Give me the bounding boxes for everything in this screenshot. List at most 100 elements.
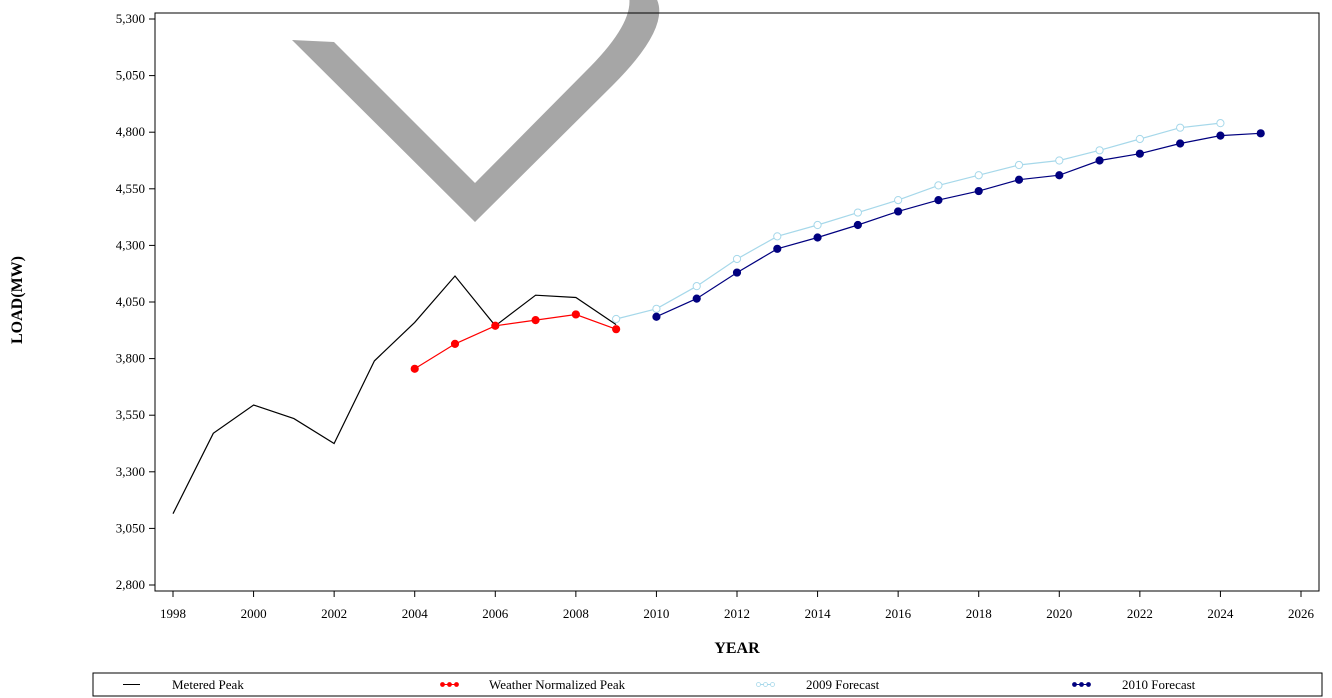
legend-item-2010-forecast: 2010 Forecast <box>1072 677 1196 692</box>
y-tick-label: 4,800 <box>116 124 145 139</box>
data-point-2010-forecast <box>1176 139 1185 148</box>
data-point-2010-forecast <box>652 312 661 321</box>
series-weather-normalized-peak <box>410 310 621 373</box>
data-point-2009-forecast <box>1135 134 1144 144</box>
data-point-2009-forecast <box>1176 123 1185 132</box>
x-axis-title: YEAR <box>714 640 760 657</box>
data-point-weather-normalized-peak <box>410 364 419 373</box>
data-point-2010-forecast <box>692 294 701 303</box>
data-point-weather-normalized-peak <box>571 310 580 319</box>
data-point-2010-forecast <box>1014 175 1024 184</box>
series-layer <box>172 119 1265 514</box>
series-2010-forecast <box>652 129 1265 321</box>
x-tick-label: 2006 <box>482 606 509 621</box>
data-point-2009-forecast <box>894 196 903 205</box>
data-point-2009-forecast <box>974 171 983 180</box>
legend-item-metered-peak: Metered Peak <box>123 677 244 692</box>
y-tick-label: 4,300 <box>116 237 145 252</box>
data-point-2009-forecast <box>773 232 782 241</box>
y-tick-label: 3,050 <box>116 520 145 535</box>
x-tick-label: 2022 <box>1127 606 1153 621</box>
watermark-letter-d <box>292 0 660 222</box>
legend-symbol-marker <box>1072 682 1077 687</box>
legend-label: 2009 Forecast <box>806 677 880 692</box>
data-point-2010-forecast <box>1055 171 1064 180</box>
data-point-weather-normalized-peak <box>491 321 500 330</box>
y-tick-label: 4,550 <box>116 181 145 196</box>
series-line-weather-normalized-peak <box>414 313 617 370</box>
series-line-metered-peak <box>172 275 617 514</box>
legend-label: 2010 Forecast <box>1122 677 1196 692</box>
legend-symbol-marker <box>454 682 459 687</box>
x-tick-label: 2010 <box>643 606 669 621</box>
legend-label: Metered Peak <box>172 677 244 692</box>
data-point-2010-forecast <box>1256 129 1265 138</box>
data-point-2009-forecast <box>652 304 661 313</box>
data-point-2010-forecast <box>732 268 742 277</box>
y-tick-label: 3,800 <box>116 351 145 366</box>
x-tick-label: 2024 <box>1207 606 1234 621</box>
data-point-2009-forecast <box>1014 160 1024 170</box>
x-tick-label: 2020 <box>1046 606 1072 621</box>
legend-frame <box>92 672 1323 697</box>
legend-item-2009-forecast: 2009 Forecast <box>756 677 880 692</box>
y-axis-title: LOAD(MW) <box>9 256 26 344</box>
x-tick-label: 1998 <box>160 606 186 621</box>
series-metered-peak <box>172 275 617 514</box>
legend-symbol-marker <box>770 682 775 687</box>
x-tick-label: 2002 <box>321 606 347 621</box>
data-point-2009-forecast <box>934 181 943 190</box>
data-point-2010-forecast <box>1216 131 1225 140</box>
legend-symbol-marker <box>763 682 768 687</box>
data-point-2009-forecast <box>1095 146 1104 155</box>
data-point-2009-forecast <box>612 314 621 324</box>
x-axis: 1998 2000 2002 2004 2006 2008 2010 2012 2014 2016… <box>160 591 1315 621</box>
x-tick-label: 2012 <box>724 606 750 621</box>
data-point-2010-forecast <box>1095 156 1104 165</box>
x-tick-label: 2016 <box>885 606 912 621</box>
data-point-2009-forecast <box>853 208 862 217</box>
y-tick-label: 5,300 <box>116 11 145 26</box>
data-point-2010-forecast <box>974 186 983 196</box>
data-point-2009-forecast <box>1055 156 1064 165</box>
series-line-2010-forecast <box>656 132 1261 318</box>
legend-symbol-marker <box>1079 682 1084 687</box>
data-point-2009-forecast <box>692 282 701 291</box>
data-point-weather-normalized-peak <box>450 339 460 348</box>
data-point-2009-forecast <box>813 220 822 230</box>
legend-symbol-marker <box>440 682 445 687</box>
legend-label: Weather Normalized Peak <box>489 677 626 692</box>
legend-symbol-marker <box>756 682 761 687</box>
y-tick-label: 4,050 <box>116 294 145 309</box>
data-point-weather-normalized-peak <box>612 325 621 334</box>
data-point-weather-normalized-peak <box>531 316 540 325</box>
watermark <box>292 0 660 222</box>
y-tick-label: 3,300 <box>116 464 145 479</box>
plot-area-frame <box>154 12 1320 592</box>
x-tick-label: 2000 <box>241 606 267 621</box>
series-2009-forecast <box>612 119 1225 324</box>
legend-item-weather-normalized-peak: Weather Normalized Peak <box>440 677 626 692</box>
x-tick-label: 2014 <box>805 606 832 621</box>
y-tick-label: 2,800 <box>116 577 145 592</box>
legend: Metered Peak Weather Normalized Peak 2009 … <box>92 672 1323 697</box>
data-point-2010-forecast <box>894 207 903 216</box>
series-line-2009-forecast <box>615 122 1221 320</box>
y-tick-label: 5,050 <box>116 68 145 83</box>
data-point-2010-forecast <box>1135 149 1144 158</box>
legend-symbol-marker <box>1086 682 1091 687</box>
x-tick-label: 2008 <box>563 606 589 621</box>
data-point-2010-forecast <box>813 233 822 242</box>
data-point-2009-forecast <box>1216 119 1225 128</box>
data-point-2010-forecast <box>853 220 862 230</box>
legend-symbol-marker <box>447 682 452 687</box>
y-axis: 2,800 3,050 3,300 3,550 3,800 4,050 4,300 4,550… <box>116 11 155 592</box>
y-tick-label: 3,550 <box>116 407 145 422</box>
data-point-2010-forecast <box>773 244 782 253</box>
x-tick-label: 2018 <box>966 606 992 621</box>
data-point-2009-forecast <box>732 254 742 264</box>
x-tick-label: 2004 <box>402 606 429 621</box>
data-point-2010-forecast <box>934 196 943 205</box>
x-tick-label: 2026 <box>1288 606 1315 621</box>
